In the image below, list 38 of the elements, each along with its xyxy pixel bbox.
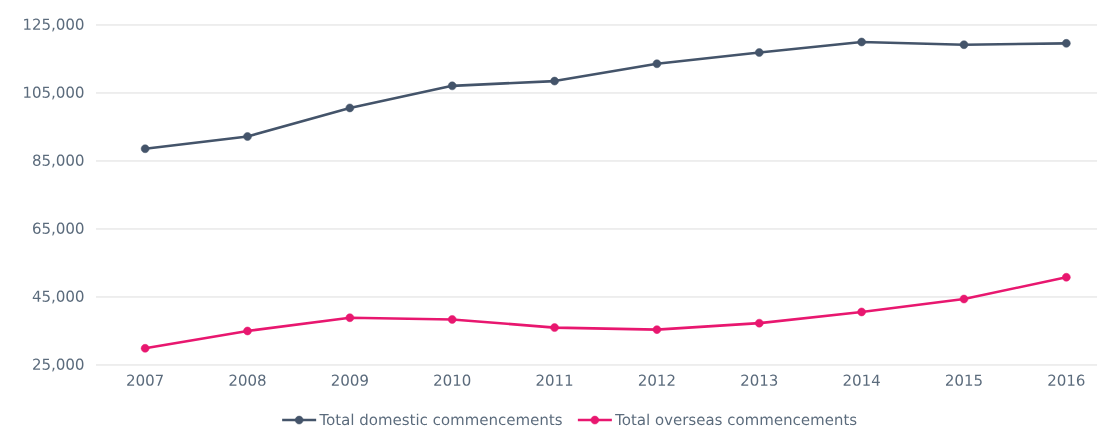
- x-tick-label: 2016: [1048, 374, 1085, 386]
- point: [857, 37, 866, 47]
- point: [550, 76, 559, 86]
- point: [140, 144, 150, 153]
- y-tick-label: 25,000: [33, 358, 84, 372]
- point: [652, 325, 662, 334]
- point: [959, 294, 969, 304]
- x-tick-label: 2011: [536, 374, 573, 386]
- point: [243, 132, 252, 141]
- y-tick-label: 125,000: [24, 18, 84, 32]
- x-tick-label: 2012: [638, 374, 675, 386]
- point: [447, 315, 457, 324]
- point: [140, 344, 150, 353]
- x-tick-label: 2009: [331, 374, 368, 386]
- y-tick-label: 45,000: [32, 290, 84, 304]
- x-tick-label: 2008: [229, 374, 266, 386]
- point: [1062, 273, 1071, 282]
- point: [959, 40, 969, 49]
- point: [755, 318, 764, 328]
- point: [447, 81, 457, 91]
- point: [550, 323, 559, 332]
- y-tick-label: 85,000: [33, 154, 84, 168]
- point: [857, 307, 866, 317]
- y-tick-label: 105,000: [24, 86, 84, 100]
- legend-label: Total domestic commencements: [319, 413, 562, 426]
- y-tick-label: 65,000: [33, 222, 84, 236]
- point: [345, 103, 355, 113]
- point: [755, 48, 764, 57]
- x-tick-label: 2010: [434, 374, 471, 386]
- point: [243, 326, 252, 336]
- point: [652, 59, 662, 68]
- x-tick-label: 2007: [127, 374, 163, 386]
- legend-label: Total overseas commencements: [615, 413, 857, 426]
- x-tick-label: 2013: [741, 374, 778, 386]
- point: [1062, 39, 1071, 48]
- point: [345, 313, 355, 322]
- x-tick-label: 2015: [945, 374, 982, 386]
- x-tick-label: 2014: [843, 374, 880, 386]
